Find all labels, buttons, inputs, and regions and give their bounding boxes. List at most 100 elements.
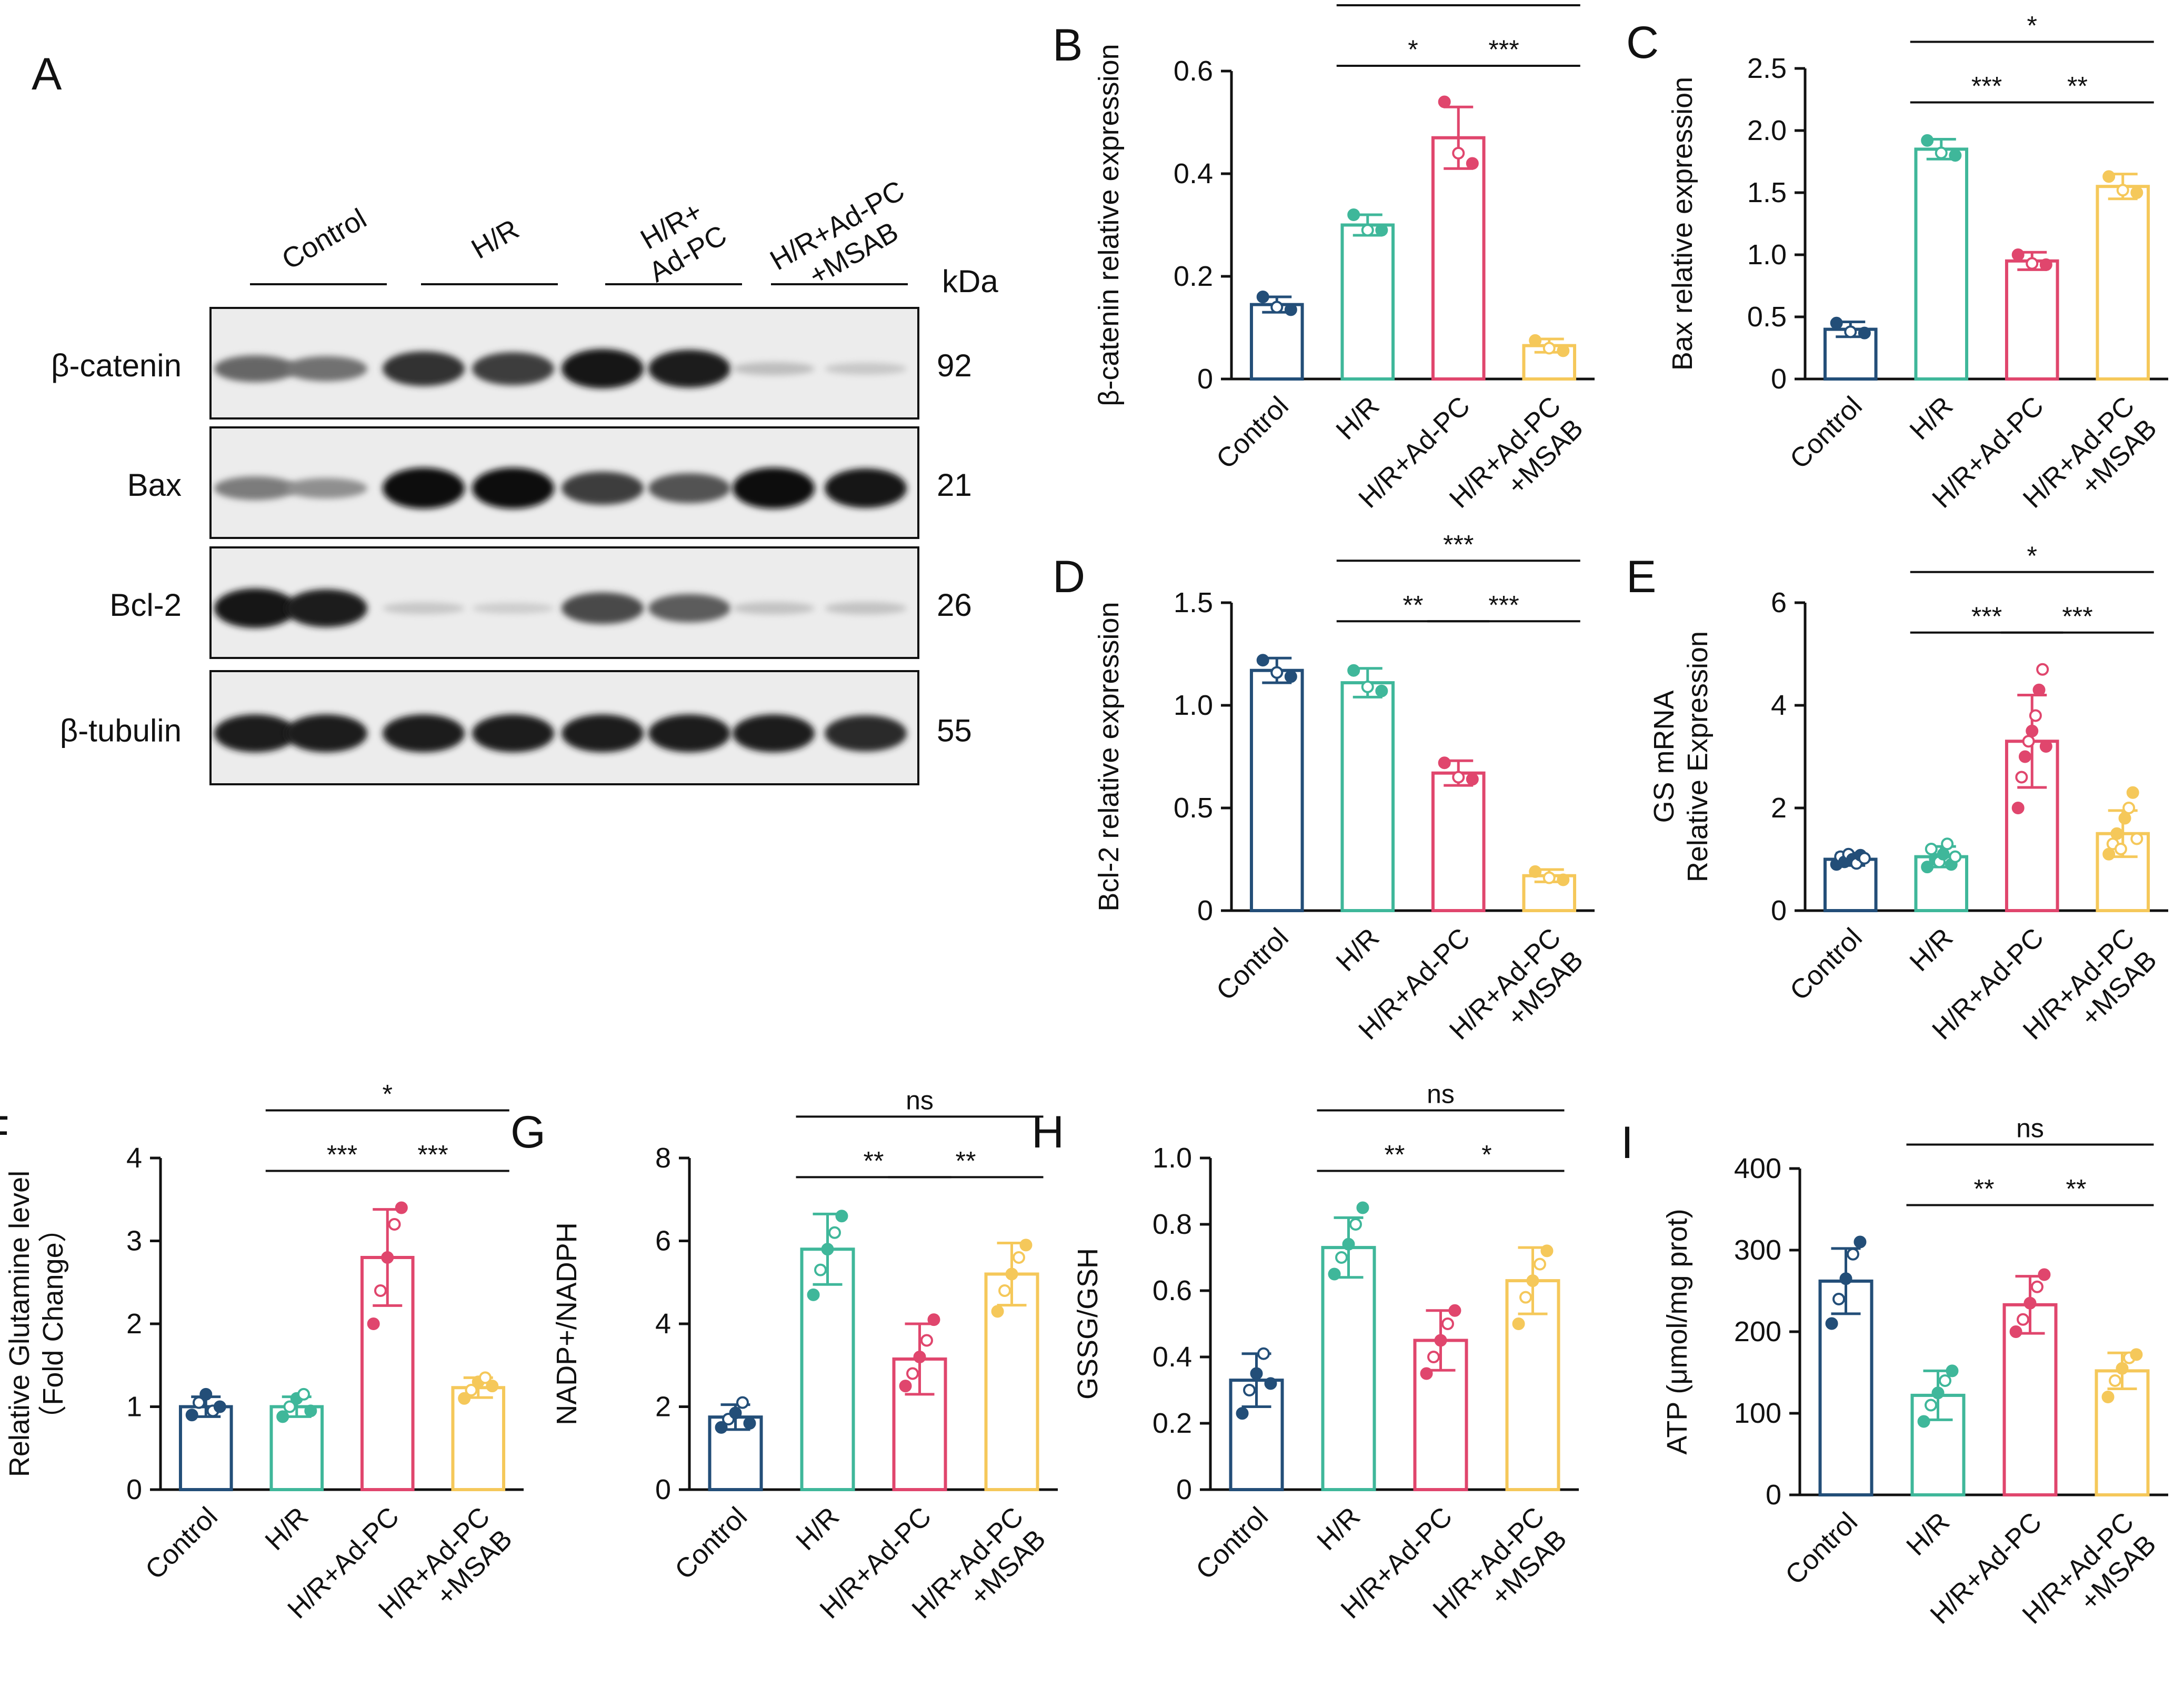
data-point <box>1335 1251 1348 1264</box>
data-point <box>1526 1274 1539 1287</box>
data-point <box>199 1387 213 1401</box>
x-tick-label: H/R <box>1330 922 1385 977</box>
data-point <box>2110 827 2123 840</box>
blot-band <box>825 468 907 508</box>
blot-band <box>472 603 554 614</box>
kda-label: kDa <box>942 264 998 299</box>
data-point <box>1257 1347 1270 1360</box>
data-point <box>743 1417 756 1430</box>
bar-control <box>1249 303 1304 381</box>
data-point <box>1542 871 1556 884</box>
data-point <box>1270 666 1284 679</box>
x-tick-label: Control <box>1784 922 1868 1006</box>
blot-band <box>825 602 907 615</box>
x-tick-label: Control <box>1190 1501 1274 1585</box>
data-point <box>1361 224 1374 237</box>
y-axis-label: Relative Glutamine level（Fold Change） <box>4 1171 69 1477</box>
y-tick-label: 1.5 <box>1174 587 1213 618</box>
y-tick-label: 2 <box>655 1391 671 1423</box>
y-tick-label: 6 <box>655 1225 671 1257</box>
y-tick-label: 0.6 <box>1174 55 1213 87</box>
y-tick-label: 1.0 <box>1747 239 1787 271</box>
blot-kda-value: 92 <box>937 348 972 383</box>
data-point <box>185 1409 198 1422</box>
data-point <box>1846 1247 1859 1261</box>
blot-protein-label: β-catenin <box>51 348 182 383</box>
significance-label: * <box>2027 541 2037 571</box>
significance-label: *** <box>1488 35 1519 64</box>
x-tick-label: H/R <box>790 1501 845 1556</box>
bar-h-r <box>1340 681 1395 912</box>
blot-band <box>562 472 644 505</box>
panel-letter-a: A <box>32 49 62 99</box>
bar-h-r-ad-pc-msab <box>2096 185 2150 381</box>
y-axis-label: Bax relative expression <box>1667 77 1698 371</box>
data-point <box>1844 325 1857 338</box>
blot-protein-label: Bcl-2 <box>109 587 182 623</box>
wb-group-label: H/R <box>466 213 525 265</box>
y-axis-label: Bcl-2 relative expression <box>1093 602 1125 911</box>
y-axis-label: β-catenin relative expression <box>1093 44 1125 406</box>
bar-h-r-ad-pc-msab <box>451 1386 506 1491</box>
significance-label: ** <box>1385 1140 1405 1170</box>
y-tick-label: 2.5 <box>1747 53 1787 84</box>
data-point <box>2036 663 2049 676</box>
bar-h-r <box>1340 223 1395 381</box>
data-point <box>729 1406 742 1420</box>
panel-letter-c: C <box>1626 17 1659 68</box>
blot-band <box>733 362 815 376</box>
blot-band <box>285 356 367 382</box>
y-tick-label: 0.2 <box>1174 261 1213 292</box>
data-point <box>1256 291 1269 303</box>
data-point <box>1438 756 1451 770</box>
x-tick-label: Control <box>139 1501 224 1585</box>
bar-control <box>1249 668 1304 912</box>
panel-letter-h: H <box>1031 1107 1064 1157</box>
significance-label: ns <box>906 1085 934 1115</box>
data-point <box>2116 1362 2129 1375</box>
data-point <box>821 1243 834 1256</box>
significance-label: ** <box>2067 72 2088 101</box>
blot-band <box>285 589 367 627</box>
data-point <box>2116 184 2129 197</box>
y-tick-label: 0.5 <box>1747 301 1787 333</box>
bar-h-r-ad-pc <box>2005 259 2059 381</box>
y-tick-label: 0.4 <box>1153 1341 1192 1373</box>
data-point <box>465 1384 478 1396</box>
y-axis-label: ATP (μmol/mg prot) <box>1661 1209 1693 1454</box>
x-tick-label: Control <box>1210 391 1295 475</box>
data-point <box>1921 134 1934 147</box>
blot-band <box>825 363 907 375</box>
panel-c-chart: C 0 0.5 1.0 1.5 2.0 2.5 Bax relative expression… <box>1626 11 2168 514</box>
data-point <box>920 1334 933 1347</box>
y-tick-label: 3 <box>126 1225 142 1257</box>
data-point <box>1264 1377 1277 1390</box>
data-point <box>1529 334 1542 347</box>
data-point <box>1347 664 1360 677</box>
data-point <box>1361 680 1374 693</box>
significance-label: ** <box>1403 590 1424 620</box>
data-point <box>213 1400 226 1413</box>
data-point <box>2039 740 2052 753</box>
data-point <box>1347 208 1360 221</box>
wb-group-label: Control <box>277 203 372 276</box>
panel-f-chart: F 0 1 2 3 4 Relative Glutamine level（Fold Chan… <box>0 1080 524 1625</box>
significance-label: * <box>383 1080 393 1109</box>
data-point <box>2102 847 2116 861</box>
blot-band <box>214 355 296 382</box>
significance-label: * <box>1408 35 1418 64</box>
data-point <box>2118 812 2131 825</box>
x-tick-label: Control <box>669 1501 753 1585</box>
significance-label: *** <box>1971 72 2002 101</box>
panel-letter-g: G <box>510 1107 546 1157</box>
data-point <box>1854 1235 1867 1249</box>
y-tick-label: 6 <box>1771 587 1787 618</box>
data-point <box>1529 865 1542 878</box>
data-point <box>1438 95 1451 108</box>
data-point <box>458 1392 471 1405</box>
data-point <box>2130 186 2143 199</box>
blot-protein-label: β-tubulin <box>60 713 182 748</box>
data-point <box>2032 683 2046 696</box>
significance-label: *** <box>2062 602 2092 631</box>
